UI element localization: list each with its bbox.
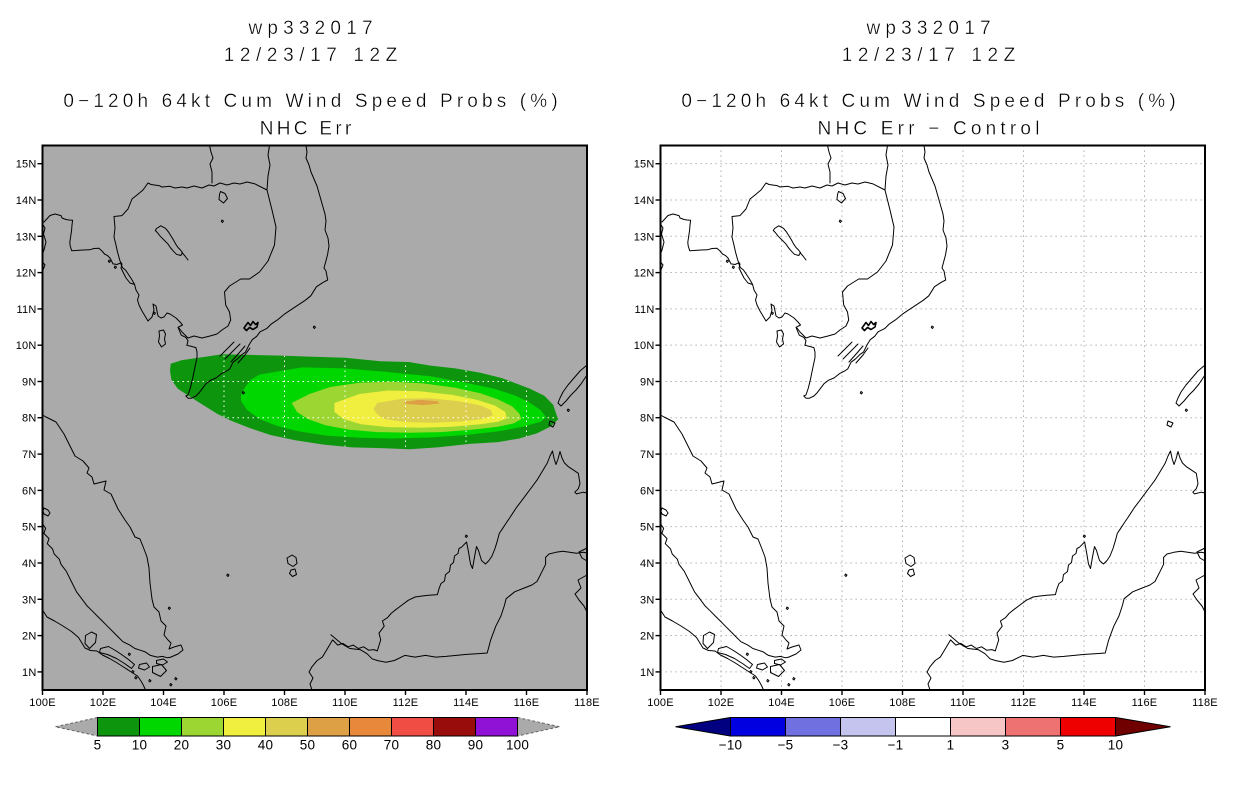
- svg-text:12/23/17 12Z: 12/23/17 12Z: [842, 45, 1021, 66]
- svg-text:108E: 108E: [889, 697, 916, 709]
- svg-text:116E: 116E: [1132, 697, 1158, 709]
- svg-text:5N: 5N: [22, 522, 36, 534]
- svg-text:114E: 114E: [453, 697, 479, 709]
- svg-text:8N: 8N: [640, 413, 654, 425]
- svg-text:118E: 118E: [1192, 697, 1218, 709]
- svg-text:110E: 110E: [950, 697, 976, 709]
- svg-text:12N: 12N: [16, 268, 37, 280]
- svg-text:30: 30: [216, 738, 231, 753]
- svg-text:112E: 112E: [1011, 697, 1037, 709]
- svg-text:14N: 14N: [16, 195, 37, 207]
- svg-text:3: 3: [1002, 738, 1010, 753]
- svg-text:15N: 15N: [16, 159, 37, 171]
- svg-text:10N: 10N: [16, 340, 37, 352]
- svg-text:7N: 7N: [640, 449, 654, 461]
- svg-text:−3: −3: [833, 738, 849, 753]
- svg-text:−10: −10: [719, 738, 743, 753]
- svg-text:60: 60: [342, 738, 357, 753]
- svg-text:2N: 2N: [22, 631, 36, 643]
- svg-text:4N: 4N: [640, 558, 654, 570]
- svg-text:6N: 6N: [22, 485, 36, 497]
- svg-text:50: 50: [300, 738, 315, 753]
- svg-text:13N: 13N: [16, 231, 37, 243]
- svg-text:−1: −1: [888, 738, 904, 753]
- svg-text:5: 5: [1057, 738, 1065, 753]
- svg-text:7N: 7N: [22, 449, 36, 461]
- svg-text:12/23/17 12Z: 12/23/17 12Z: [224, 45, 403, 66]
- svg-text:10: 10: [132, 738, 147, 753]
- svg-text:3N: 3N: [22, 594, 36, 606]
- svg-text:80: 80: [426, 738, 441, 753]
- svg-text:12N: 12N: [634, 268, 655, 280]
- svg-text:NHC Err − Control: NHC Err − Control: [818, 119, 1044, 140]
- svg-text:0−120h 64kt Cum Wind Speed Pro: 0−120h 64kt Cum Wind Speed Probs (%): [63, 91, 561, 112]
- svg-text:10N: 10N: [634, 340, 655, 352]
- svg-text:13N: 13N: [634, 231, 655, 243]
- svg-text:0−120h 64kt Cum Wind Speed Pro: 0−120h 64kt Cum Wind Speed Probs (%): [681, 91, 1179, 112]
- svg-text:9N: 9N: [22, 377, 36, 389]
- svg-text:118E: 118E: [574, 697, 600, 709]
- svg-text:1N: 1N: [640, 667, 654, 679]
- svg-text:5N: 5N: [640, 522, 654, 534]
- svg-text:5: 5: [94, 738, 102, 753]
- svg-text:100E: 100E: [29, 697, 56, 709]
- svg-text:NHC Err: NHC Err: [260, 119, 355, 140]
- svg-text:70: 70: [384, 738, 399, 753]
- svg-text:15N: 15N: [634, 159, 655, 171]
- svg-text:90: 90: [468, 738, 483, 753]
- svg-text:114E: 114E: [1071, 697, 1097, 709]
- svg-text:4N: 4N: [22, 558, 36, 570]
- svg-text:9N: 9N: [640, 377, 654, 389]
- svg-text:40: 40: [258, 738, 273, 753]
- svg-text:110E: 110E: [332, 697, 358, 709]
- svg-text:112E: 112E: [393, 697, 419, 709]
- svg-text:11N: 11N: [635, 304, 655, 316]
- svg-text:11N: 11N: [17, 304, 37, 316]
- svg-text:3N: 3N: [640, 594, 654, 606]
- svg-text:8N: 8N: [22, 413, 36, 425]
- svg-text:1: 1: [947, 738, 955, 753]
- svg-text:106E: 106E: [211, 697, 238, 709]
- svg-text:116E: 116E: [514, 697, 540, 709]
- svg-text:104E: 104E: [768, 697, 795, 709]
- svg-text:wp332017: wp332017: [247, 18, 377, 39]
- svg-text:108E: 108E: [271, 697, 298, 709]
- svg-text:wp332017: wp332017: [865, 18, 995, 39]
- svg-text:100: 100: [506, 738, 529, 753]
- svg-text:10: 10: [1108, 738, 1123, 753]
- svg-text:100E: 100E: [647, 697, 674, 709]
- svg-text:6N: 6N: [640, 485, 654, 497]
- svg-text:104E: 104E: [150, 697, 177, 709]
- svg-text:1N: 1N: [22, 667, 36, 679]
- svg-text:−5: −5: [778, 738, 794, 753]
- svg-text:106E: 106E: [829, 697, 856, 709]
- svg-text:2N: 2N: [640, 631, 654, 643]
- svg-text:102E: 102E: [90, 697, 117, 709]
- svg-text:102E: 102E: [708, 697, 735, 709]
- svg-text:20: 20: [174, 738, 189, 753]
- svg-text:14N: 14N: [634, 195, 655, 207]
